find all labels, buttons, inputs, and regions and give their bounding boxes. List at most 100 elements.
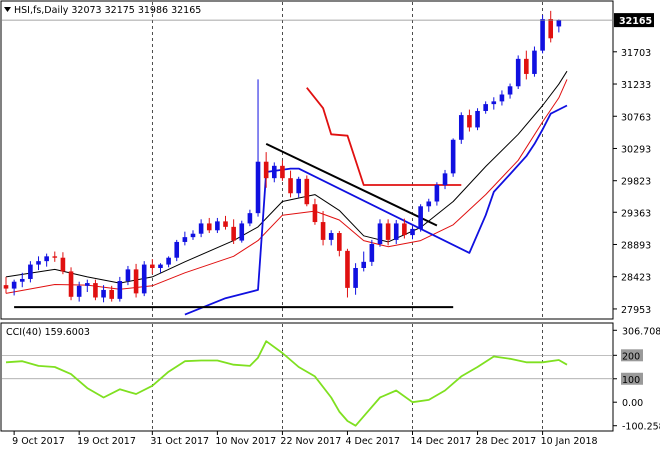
bearish-candle <box>280 165 285 179</box>
cci-panel[interactable]: 306.7083 200 100 0.00 -100.2582 CCI(40) 159.… <box>0 322 660 433</box>
price-grid <box>151 2 543 318</box>
bearish-candle <box>60 257 66 272</box>
bearish-candle <box>206 223 212 231</box>
chart-title: HSI,fs,Daily 32073 32175 31986 32165 <box>4 5 201 16</box>
bullish-candle <box>540 19 545 51</box>
x-tick-label: 31 Oct 2017 <box>150 436 209 447</box>
y-tick-label: 27953 <box>621 305 651 316</box>
bullish-candle <box>361 261 367 268</box>
bullish-candle <box>239 223 245 241</box>
y-tick-label: 31703 <box>621 48 651 59</box>
price-panel-frame <box>0 0 614 320</box>
y-tick-label: 29823 <box>621 177 651 188</box>
bullish-candle <box>507 86 513 95</box>
red-step-line <box>306 87 462 186</box>
bullish-candle <box>271 165 277 179</box>
y-tick-label: 28893 <box>621 240 651 251</box>
bullish-candle <box>353 268 358 288</box>
cci-tick-label: -100.2582 <box>622 422 660 433</box>
x-tick-label: 22 Nov 2017 <box>280 436 341 447</box>
bullish-candle <box>11 281 17 289</box>
slow-moving-average <box>5 79 568 294</box>
bullish-candle <box>296 178 301 194</box>
bullish-candle <box>328 233 334 240</box>
y-tick-label: 29363 <box>621 208 651 219</box>
cci-tick-label: 0.00 <box>622 398 643 409</box>
bullish-candle <box>36 261 41 265</box>
bearish-candle <box>93 283 98 298</box>
bullish-candle <box>556 20 562 27</box>
bullish-candle <box>28 264 33 279</box>
last-price-tag-text: 32165 <box>619 16 652 27</box>
cci-panel-frame <box>0 322 614 432</box>
bullish-candle <box>458 115 464 140</box>
bullish-candle <box>450 139 456 174</box>
x-tick-label: 9 Oct 2017 <box>12 436 65 447</box>
cci-series <box>5 340 568 427</box>
cci-tick-label: 200 <box>622 351 640 362</box>
bearish-candle <box>320 222 326 240</box>
bullish-candle <box>158 264 163 268</box>
x-tick-label: 10 Nov 2017 <box>215 436 276 447</box>
bullish-candle <box>247 213 253 224</box>
last-price-tag <box>614 13 654 28</box>
candles <box>3 10 562 303</box>
bullish-candle <box>44 256 49 262</box>
fast-moving-average <box>5 70 568 284</box>
dropdown-arrow-icon[interactable] <box>4 7 11 12</box>
cci-level-tag <box>621 349 643 362</box>
y-tick-label: 30763 <box>621 112 651 123</box>
x-tick-label: 28 Dec 2017 <box>476 436 537 447</box>
x-tick-label: 19 Oct 2017 <box>77 436 136 447</box>
bullish-candle <box>418 206 423 229</box>
bearish-candle <box>133 269 139 294</box>
bullish-candle <box>85 283 90 286</box>
date-axis: 9 Oct 2017 19 Oct 2017 31 Oct 2017 10 Nov 2… <box>12 431 598 447</box>
bearish-candle <box>385 223 391 240</box>
bullish-candle <box>141 264 147 294</box>
bearish-candle <box>263 161 269 179</box>
bearish-candle <box>288 178 293 194</box>
cci-line <box>5 340 568 427</box>
bullish-candle <box>174 241 180 258</box>
bearish-candle <box>109 289 114 299</box>
price-panel[interactable]: 32165 31703 31233 30763 30293 29823 29363 28893… <box>0 0 654 320</box>
bullish-candle <box>182 237 188 242</box>
bullish-candle <box>393 223 399 240</box>
bullish-candle <box>475 110 480 128</box>
bullish-candle <box>101 289 106 298</box>
x-tick-label: 10 Jan 2018 <box>541 436 598 447</box>
bearish-candle <box>548 19 554 39</box>
cci-axis: 306.7083 200 100 0.00 -100.2582 <box>613 326 660 433</box>
price-axis: 32165 31703 31233 30763 30293 29823 29363 28893… <box>2 13 654 316</box>
x-tick-label: 4 Dec 2017 <box>345 436 400 447</box>
y-tick-label: 28423 <box>621 273 651 284</box>
bullish-candle <box>125 269 131 282</box>
bearish-candle <box>150 264 155 268</box>
y-tick-label: 31233 <box>621 80 651 91</box>
bullish-candle <box>483 104 488 111</box>
cci-tick-label: 100 <box>622 375 640 386</box>
bearish-candle <box>223 221 228 227</box>
bullish-candle <box>117 281 123 299</box>
bullish-candle <box>190 233 196 238</box>
bullish-candle <box>515 58 521 87</box>
bullish-candle <box>215 221 220 231</box>
trend-line <box>265 142 438 227</box>
moving-averages <box>5 70 568 294</box>
bullish-candle <box>434 185 440 202</box>
bearish-candle <box>467 115 472 128</box>
bullish-candle <box>499 94 505 102</box>
bearish-candle <box>337 233 342 251</box>
bearish-candle <box>52 256 58 258</box>
blue-stop-line <box>184 104 568 316</box>
bullish-candle <box>369 244 375 262</box>
bearish-candle <box>524 58 529 74</box>
cci-tick-label: 306.7083 <box>622 326 660 337</box>
x-tick-label: 14 Dec 2017 <box>411 436 472 447</box>
bullish-candle <box>19 278 25 282</box>
bullish-candle <box>442 173 448 186</box>
bullish-candle <box>410 228 415 236</box>
bullish-candle <box>255 161 261 214</box>
